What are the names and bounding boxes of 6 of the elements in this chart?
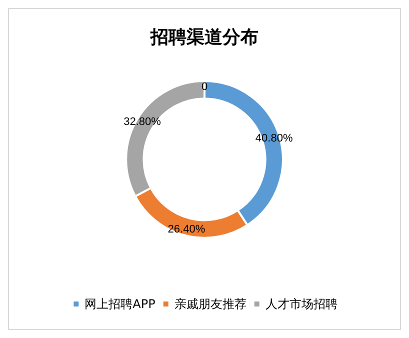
data-label: 32.80% (124, 116, 162, 128)
legend-label: 亲戚朋友推荐 (174, 297, 246, 311)
legend-label: 网上招聘APP (84, 297, 156, 311)
legend-label: 人才市场招聘 (265, 297, 338, 311)
text: 0 (201, 80, 208, 93)
chart-title: 招聘渠道分布 (150, 27, 258, 47)
